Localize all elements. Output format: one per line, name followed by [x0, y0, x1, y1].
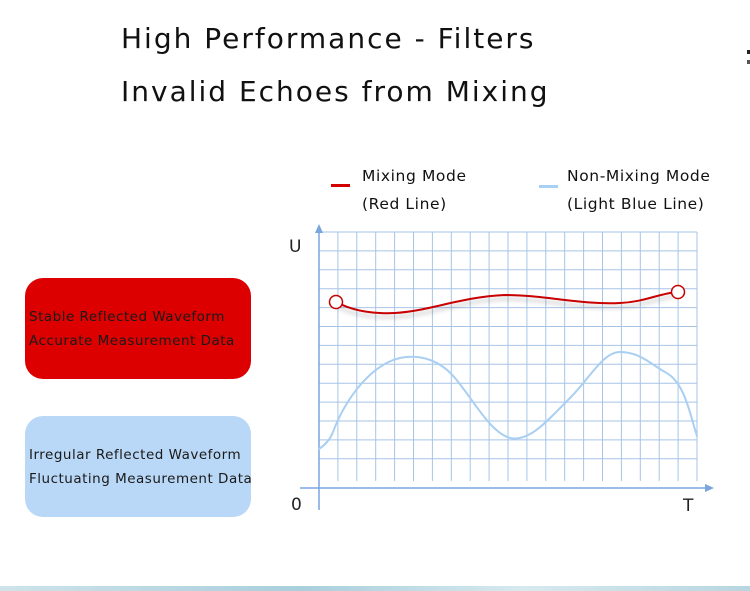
legend-non-mixing-name: Non-Mixing Mode — [567, 167, 711, 185]
mixing-end-marker — [670, 284, 686, 300]
y-axis-arrow — [315, 224, 323, 233]
x-axis-label: T — [683, 496, 694, 516]
non-mixing-waveform — [318, 350, 698, 450]
page-title-line-2: Invalid Echoes from Mixing — [121, 75, 550, 108]
edge-marker-top — [747, 50, 750, 54]
legend-label-non-mixing: Non-Mixing Mode (Light Blue Line) — [567, 162, 710, 218]
stable-waveform-box: Stable Reflected Waveform Accurate Measu… — [25, 278, 251, 379]
legend-label-mixing: Mixing Mode (Red Line) — [362, 162, 467, 218]
legend-non-mixing-sub: (Light Blue Line) — [567, 195, 705, 213]
origin-label: 0 — [291, 495, 302, 515]
mixing-start-marker — [328, 294, 344, 310]
stable-waveform-text: Stable Reflected Waveform — [29, 308, 225, 325]
legend-mixing-name: Mixing Mode — [362, 167, 467, 185]
mixing-waveform — [335, 291, 679, 315]
page-title-line-1: High Performance - Filters — [121, 22, 536, 55]
x-axis-arrow — [705, 484, 714, 492]
legend-swatch-mixing — [331, 184, 350, 187]
irregular-waveform-text: Irregular Reflected Waveform — [29, 446, 242, 463]
fluctuating-data-text: Fluctuating Measurement Data — [29, 470, 253, 487]
edge-marker-bottom — [747, 60, 750, 64]
legend-swatch-non-mixing — [539, 185, 558, 188]
irregular-waveform-box: Irregular Reflected Waveform Fluctuating… — [25, 416, 253, 517]
bottom-decorative-bar — [0, 586, 750, 591]
axes — [300, 224, 714, 510]
accurate-data-text: Accurate Measurement Data — [29, 332, 235, 349]
legend-mixing-sub: (Red Line) — [362, 195, 447, 213]
y-axis-label: U — [289, 237, 302, 257]
